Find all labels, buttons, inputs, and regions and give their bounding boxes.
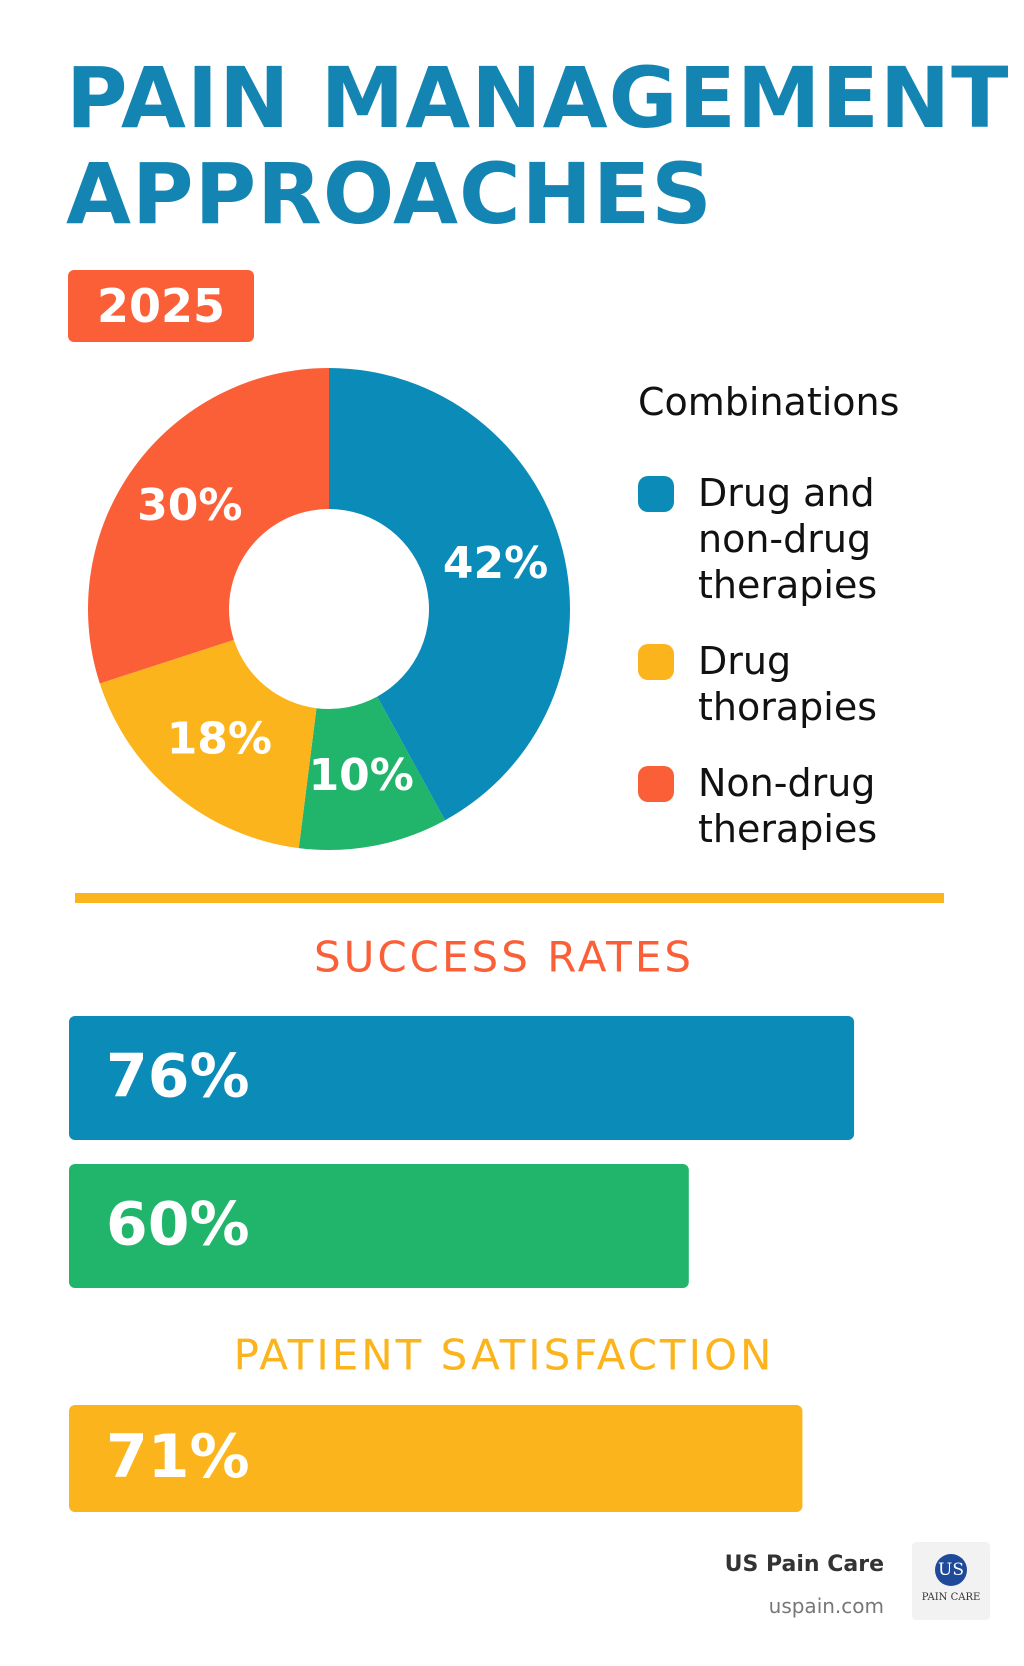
donut-slice — [87, 368, 329, 684]
donut-slice — [329, 368, 571, 821]
slice-label: 30% — [137, 480, 242, 531]
logo: US PAIN CARE — [912, 1542, 990, 1620]
section-title: SUCCESS RATES — [314, 933, 694, 982]
legend-swatch — [638, 476, 674, 512]
legend-entry: Drug and non-drug therapies — [698, 471, 878, 607]
legend-entry: Drug thorapies — [698, 639, 877, 729]
bar — [69, 1016, 855, 1140]
legend-swatch — [638, 766, 674, 802]
logo-mark: US — [935, 1554, 967, 1586]
year-badge: 2025 — [68, 270, 254, 342]
section-title: PATIENT SATISFACTION — [234, 1331, 775, 1380]
title-line: PAIN MANAGEMENT — [66, 49, 1010, 147]
footer-brand: US Pain Care — [724, 1552, 884, 1577]
legend-title: Combinations — [638, 380, 900, 424]
slice-label: 18% — [167, 714, 272, 765]
logo-text: PAIN CARE — [921, 1592, 981, 1603]
title-line: APPROACHES — [66, 145, 713, 243]
bar — [69, 1405, 803, 1512]
donut-slice — [99, 639, 317, 849]
bar-label: 60% — [106, 1190, 250, 1260]
slice-label: 10% — [309, 750, 414, 801]
bar-label: 71% — [106, 1422, 250, 1492]
legend-entry: Non-drug therapies — [698, 761, 878, 851]
bar — [69, 1164, 689, 1288]
donut-slice — [298, 696, 446, 851]
slice-label: 42% — [443, 538, 548, 589]
legend-swatch — [638, 644, 674, 680]
title: PAIN MANAGEMENT APPROACHES — [66, 50, 1009, 242]
footer-url: uspain.com — [768, 1594, 884, 1618]
bar-label: 76% — [106, 1042, 250, 1112]
